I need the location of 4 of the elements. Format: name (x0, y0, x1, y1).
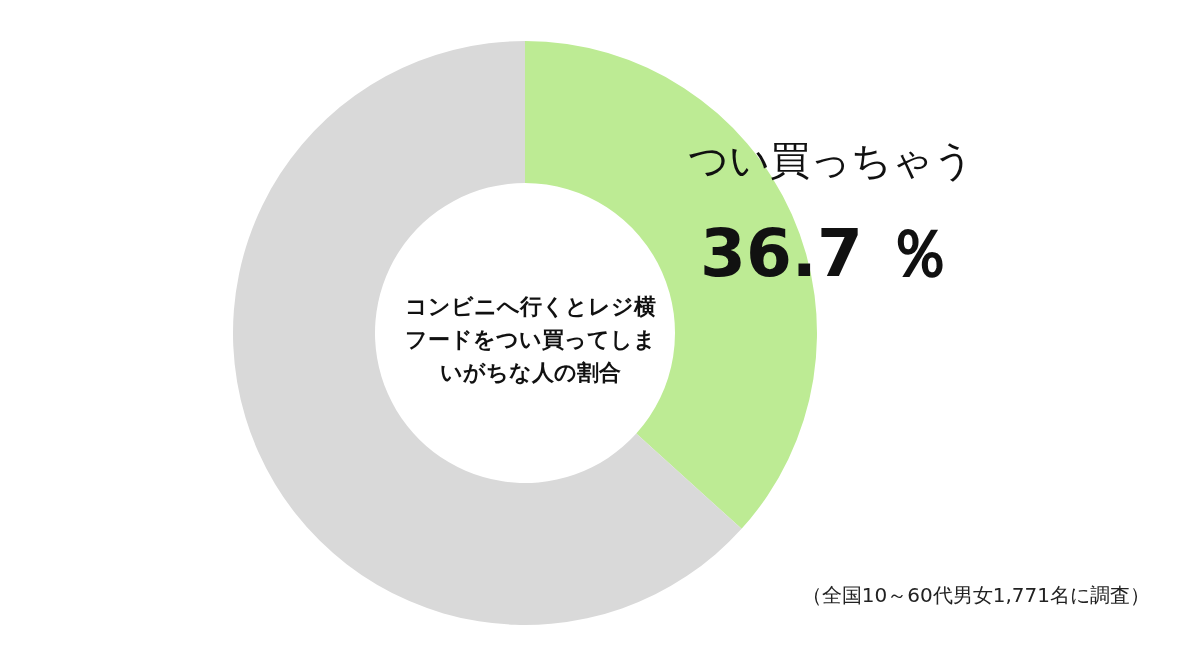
data-label: 36.7 ％ (700, 214, 952, 292)
slice-label: つい買っちゃう (688, 137, 974, 183)
text: （全国10～60代男女1,771名に調査） (801, 583, 1150, 607)
text: コンビニへ行くとレジ横フードをつい買ってしまいがちな人の割合 (404, 294, 656, 385)
